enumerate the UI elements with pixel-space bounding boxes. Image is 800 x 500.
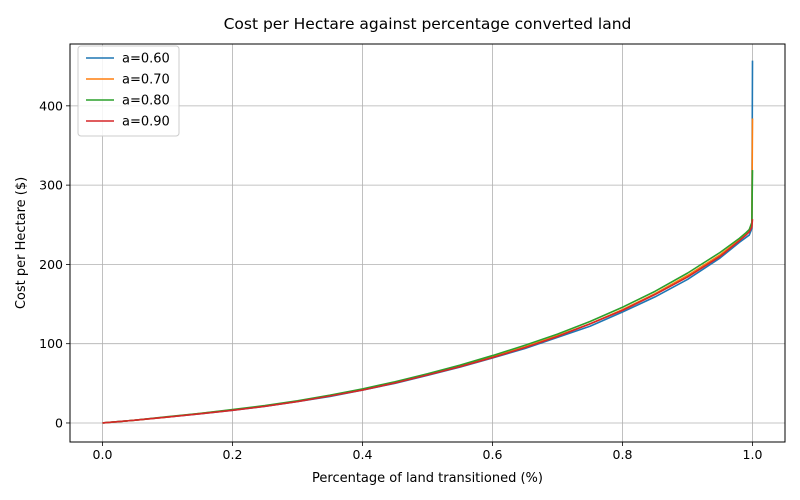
legend-label: a=0.60 [122,52,170,67]
y-tick-label: 0 [55,415,63,430]
y-tick-label: 300 [39,178,63,193]
y-tick-label: 400 [39,98,63,113]
series-line-a-0-90 [102,219,754,424]
plot-frame [69,43,786,443]
chart-title: Cost per Hectare against percentage conv… [224,15,632,33]
legend: a=0.60 a=0.70 a=0.80 a=0.90 [77,45,180,137]
grid [70,44,785,442]
x-tick-label: 0.0 [93,447,113,462]
series-lines [102,60,754,424]
x-tick-label: 1.0 [743,447,763,462]
x-tick-label: 0.6 [483,447,503,462]
y-tick-label: 200 [39,257,63,272]
legend-label: a=0.90 [122,115,170,130]
y-axis-label: Cost per Hectare ($) [14,177,29,309]
x-tick-label: 0.4 [353,447,373,462]
legend-label: a=0.80 [122,94,170,109]
legend-box [77,45,180,137]
y-tick-label: 100 [39,336,63,351]
x-axis-label: Percentage of land transitioned (%) [312,471,543,486]
legend-label: a=0.70 [122,73,170,88]
x-tick-label: 0.2 [223,447,243,462]
x-tick-label: 0.8 [613,447,633,462]
axis-ticks: 0.0 0.2 0.4 0.6 0.8 1.0 0 100 200 300 400 [39,98,762,462]
